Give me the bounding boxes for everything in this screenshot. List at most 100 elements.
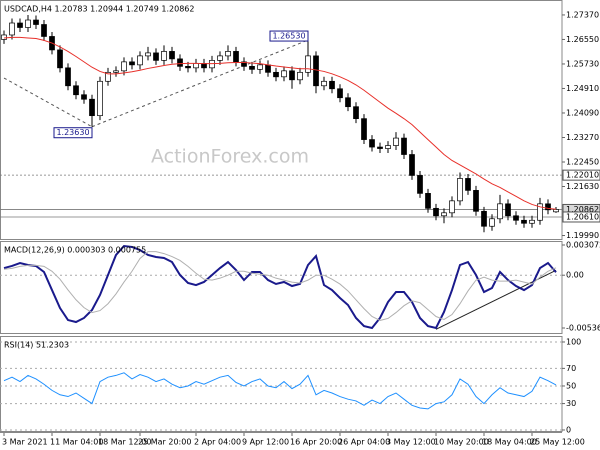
candle-body — [297, 71, 303, 81]
candle-body — [265, 64, 271, 73]
y-tick-label: 1.23270 — [566, 133, 599, 142]
x-tick-label: 18 May 04:00 — [482, 438, 537, 447]
candle-body — [25, 19, 31, 28]
y-tick-label: 0.003072 — [566, 241, 600, 250]
candle-body — [1, 34, 7, 40]
candle-body — [65, 67, 71, 87]
indicator-line — [3, 372, 557, 410]
level-label: 1.20610 — [566, 212, 599, 221]
y-tick-label: 1.27370 — [566, 10, 599, 19]
candle-body — [273, 71, 279, 78]
candle-body — [393, 137, 399, 146]
candle-body — [481, 210, 487, 227]
candle-body — [417, 175, 423, 194]
candle-body — [545, 203, 551, 211]
candle-body — [217, 55, 223, 61]
candle-body — [385, 145, 391, 149]
candle-body — [185, 66, 191, 69]
candle-body — [329, 80, 335, 90]
candle-body — [121, 61, 127, 72]
candle-body — [305, 55, 311, 73]
panel-frame — [0, 241, 563, 334]
candle-body — [425, 193, 431, 209]
x-tick-label: 2 Apr 04:00 — [194, 438, 241, 447]
annotation-box — [53, 127, 93, 139]
x-tick-label: 26 Apr 04:00 — [338, 438, 390, 447]
candle-body — [57, 49, 63, 69]
candle-body — [321, 80, 327, 87]
candle-body — [457, 178, 463, 202]
candle-body — [433, 207, 439, 217]
y-tick-label: 1.24910 — [566, 84, 599, 93]
trendline — [3, 77, 93, 128]
candle-body — [289, 70, 295, 81]
x-tick-label: 25 Mar 20:00 — [138, 438, 191, 447]
level-label: 1.20862 — [566, 205, 599, 214]
candle-body — [9, 22, 15, 36]
candle-body — [105, 71, 111, 82]
watermark: ActionForex.com — [151, 146, 309, 168]
panel-frame — [0, 0, 563, 240]
panel-title: MACD(12,26,9) 0.000303 0.000755 — [4, 246, 146, 255]
y-tick-label: 1.21630 — [566, 182, 599, 191]
x-tick-label: 18 Mar 12:00 — [98, 438, 151, 447]
candle-body — [337, 88, 343, 99]
annotation-label: 1.26530 — [272, 32, 305, 41]
y-tick-label: -0.005369 — [566, 323, 600, 332]
y-tick-label: 1.22450 — [566, 157, 599, 166]
candle-body — [257, 64, 263, 70]
level-label-box — [562, 211, 600, 223]
y-tick-label: 50 — [566, 381, 576, 390]
candle-body — [377, 146, 383, 149]
trendline — [91, 39, 309, 128]
candle-body — [521, 219, 527, 224]
candle-body — [537, 203, 543, 221]
candle-body — [33, 19, 39, 25]
candle-body — [241, 61, 247, 67]
candle-body — [145, 52, 151, 57]
y-tick-label: 1.19990 — [566, 231, 599, 240]
moving-average — [3, 36, 557, 210]
candle-body — [361, 118, 367, 140]
candle-body — [281, 70, 287, 78]
candle-body — [345, 97, 351, 108]
candle-body — [505, 203, 511, 217]
candle-body — [513, 215, 519, 221]
candle-body — [409, 154, 415, 176]
candle-body — [441, 212, 447, 217]
x-tick-label: 9 Apr 12:00 — [242, 438, 289, 447]
candle-body — [225, 51, 231, 57]
candle-body — [553, 209, 559, 213]
y-tick-label: 100 — [566, 337, 581, 346]
indicator-line — [3, 251, 557, 321]
candle-body — [89, 98, 95, 117]
candle-body — [249, 66, 255, 70]
x-tick-label: 25 May 12:00 — [530, 438, 585, 447]
annotation-label: 1.23630 — [56, 128, 89, 137]
candle-body — [129, 61, 135, 66]
panel-title: RSI(14) 51.2303 — [4, 341, 69, 350]
candle-body — [137, 55, 143, 66]
indicator-line — [3, 244, 557, 330]
candle-body — [81, 94, 87, 100]
candle-body — [177, 58, 183, 67]
candle-body — [73, 85, 79, 96]
x-tick-label: 10 May 20:00 — [434, 438, 489, 447]
candle-body — [489, 218, 495, 227]
y-tick-label: 1.26550 — [566, 35, 599, 44]
x-tick-label: 3 May 12:00 — [386, 438, 436, 447]
candle-body — [353, 106, 359, 120]
level-label: 1.22010 — [566, 171, 599, 180]
y-tick-label: 30 — [566, 399, 576, 408]
candle-body — [17, 22, 23, 28]
x-tick-label: 16 Apr 20:00 — [290, 438, 342, 447]
panel-title: USDCAD,H4 1.20783 1.20944 1.20749 1.2086… — [4, 5, 194, 14]
annotation-box — [269, 30, 309, 42]
candle-body — [369, 139, 375, 148]
level-label-box — [562, 169, 600, 181]
candle-body — [193, 63, 199, 69]
candle-body — [97, 80, 103, 117]
candle-body — [465, 178, 471, 191]
